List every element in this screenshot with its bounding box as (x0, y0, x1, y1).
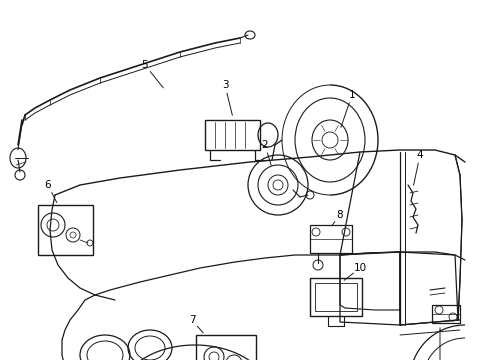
Bar (309, 225, 351, 253)
Text: 7: 7 (188, 315, 195, 325)
Bar (431, 305, 459, 323)
Text: 3: 3 (221, 80, 228, 90)
Bar (204, 120, 260, 150)
Text: 5: 5 (142, 60, 148, 70)
Text: 10: 10 (353, 263, 366, 273)
Text: 6: 6 (44, 180, 51, 190)
Text: 8: 8 (336, 210, 343, 220)
Text: 1: 1 (348, 90, 355, 100)
Bar (196, 335, 256, 360)
Bar (314, 283, 356, 311)
Bar (38, 205, 93, 255)
Bar (309, 278, 361, 316)
Text: 4: 4 (416, 150, 423, 160)
Text: 2: 2 (261, 140, 268, 150)
